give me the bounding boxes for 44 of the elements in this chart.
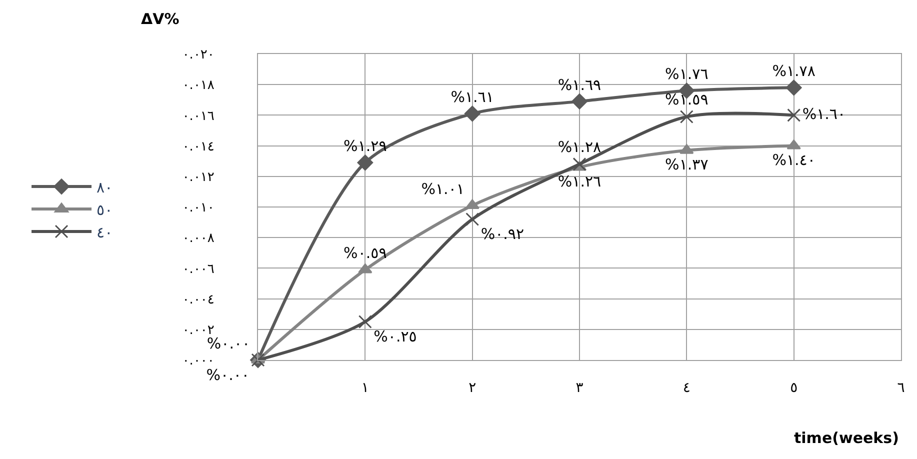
legend-label: ٥٠ bbox=[96, 200, 113, 219]
y-tick-label: ٠.٠٠٦ bbox=[182, 262, 214, 277]
legend-label: ٨٠ bbox=[96, 178, 113, 196]
data-label: %١.٣٧ bbox=[665, 156, 708, 174]
data-label: %٠.٩٢ bbox=[480, 224, 524, 243]
point bbox=[787, 108, 801, 122]
data-label: %١.٧٨ bbox=[772, 62, 816, 80]
point bbox=[572, 157, 586, 171]
x-tick-label: ٢ bbox=[468, 380, 476, 396]
x-axis-title: time(weeks) bbox=[794, 429, 899, 447]
y-tick-label: ٠.٠١٦ bbox=[182, 108, 214, 124]
y-tick-label: ٠.٠١٠ bbox=[182, 200, 214, 216]
y-tick-label: ٠.٠١٤ bbox=[182, 139, 214, 154]
y-tick-label: ٠.٠٠٤ bbox=[182, 292, 214, 308]
x-tick-label: ١ bbox=[361, 380, 369, 396]
y-axis-title: ΔV% bbox=[141, 10, 180, 28]
data-label: %١.٧٦ bbox=[665, 65, 708, 84]
point bbox=[786, 80, 802, 96]
data-label: %١.٥٩ bbox=[665, 90, 708, 108]
point bbox=[464, 106, 480, 122]
data-label: %١.٠١ bbox=[421, 180, 464, 198]
data-label: %١.٦٩ bbox=[558, 76, 602, 94]
data-label: %١.٤٠ bbox=[772, 150, 816, 169]
point bbox=[358, 315, 372, 328]
data-label: %١.٢٦ bbox=[558, 172, 602, 190]
data-label: %١.٢٨ bbox=[558, 138, 602, 156]
legend-label: ٤٠ bbox=[96, 223, 113, 242]
y-tick-label: ٠.٠١٨ bbox=[182, 78, 214, 94]
x-tick-label: ٣ bbox=[576, 380, 584, 396]
x-tick-label: ٦ bbox=[897, 380, 905, 396]
point bbox=[572, 94, 588, 110]
y-tick-label: ٠.٠٢٠ bbox=[182, 48, 214, 63]
data-label: %١.٦١ bbox=[450, 88, 494, 106]
data-label: %٠.٢٥ bbox=[374, 328, 417, 346]
data-label: %١.٦٠ bbox=[802, 104, 846, 123]
data-label: %٠.٥٩ bbox=[344, 244, 387, 262]
point bbox=[357, 154, 374, 171]
y-tick-label: ٠.٠١٢ bbox=[182, 170, 214, 185]
point bbox=[358, 263, 372, 274]
point bbox=[680, 110, 694, 124]
y-tick-label: ٠.٠٠٨ bbox=[182, 231, 214, 246]
x-tick-label: ٥ bbox=[790, 380, 798, 396]
data-label: %١.٢٩ bbox=[344, 137, 387, 156]
x-tick-label: ٤ bbox=[682, 380, 690, 396]
